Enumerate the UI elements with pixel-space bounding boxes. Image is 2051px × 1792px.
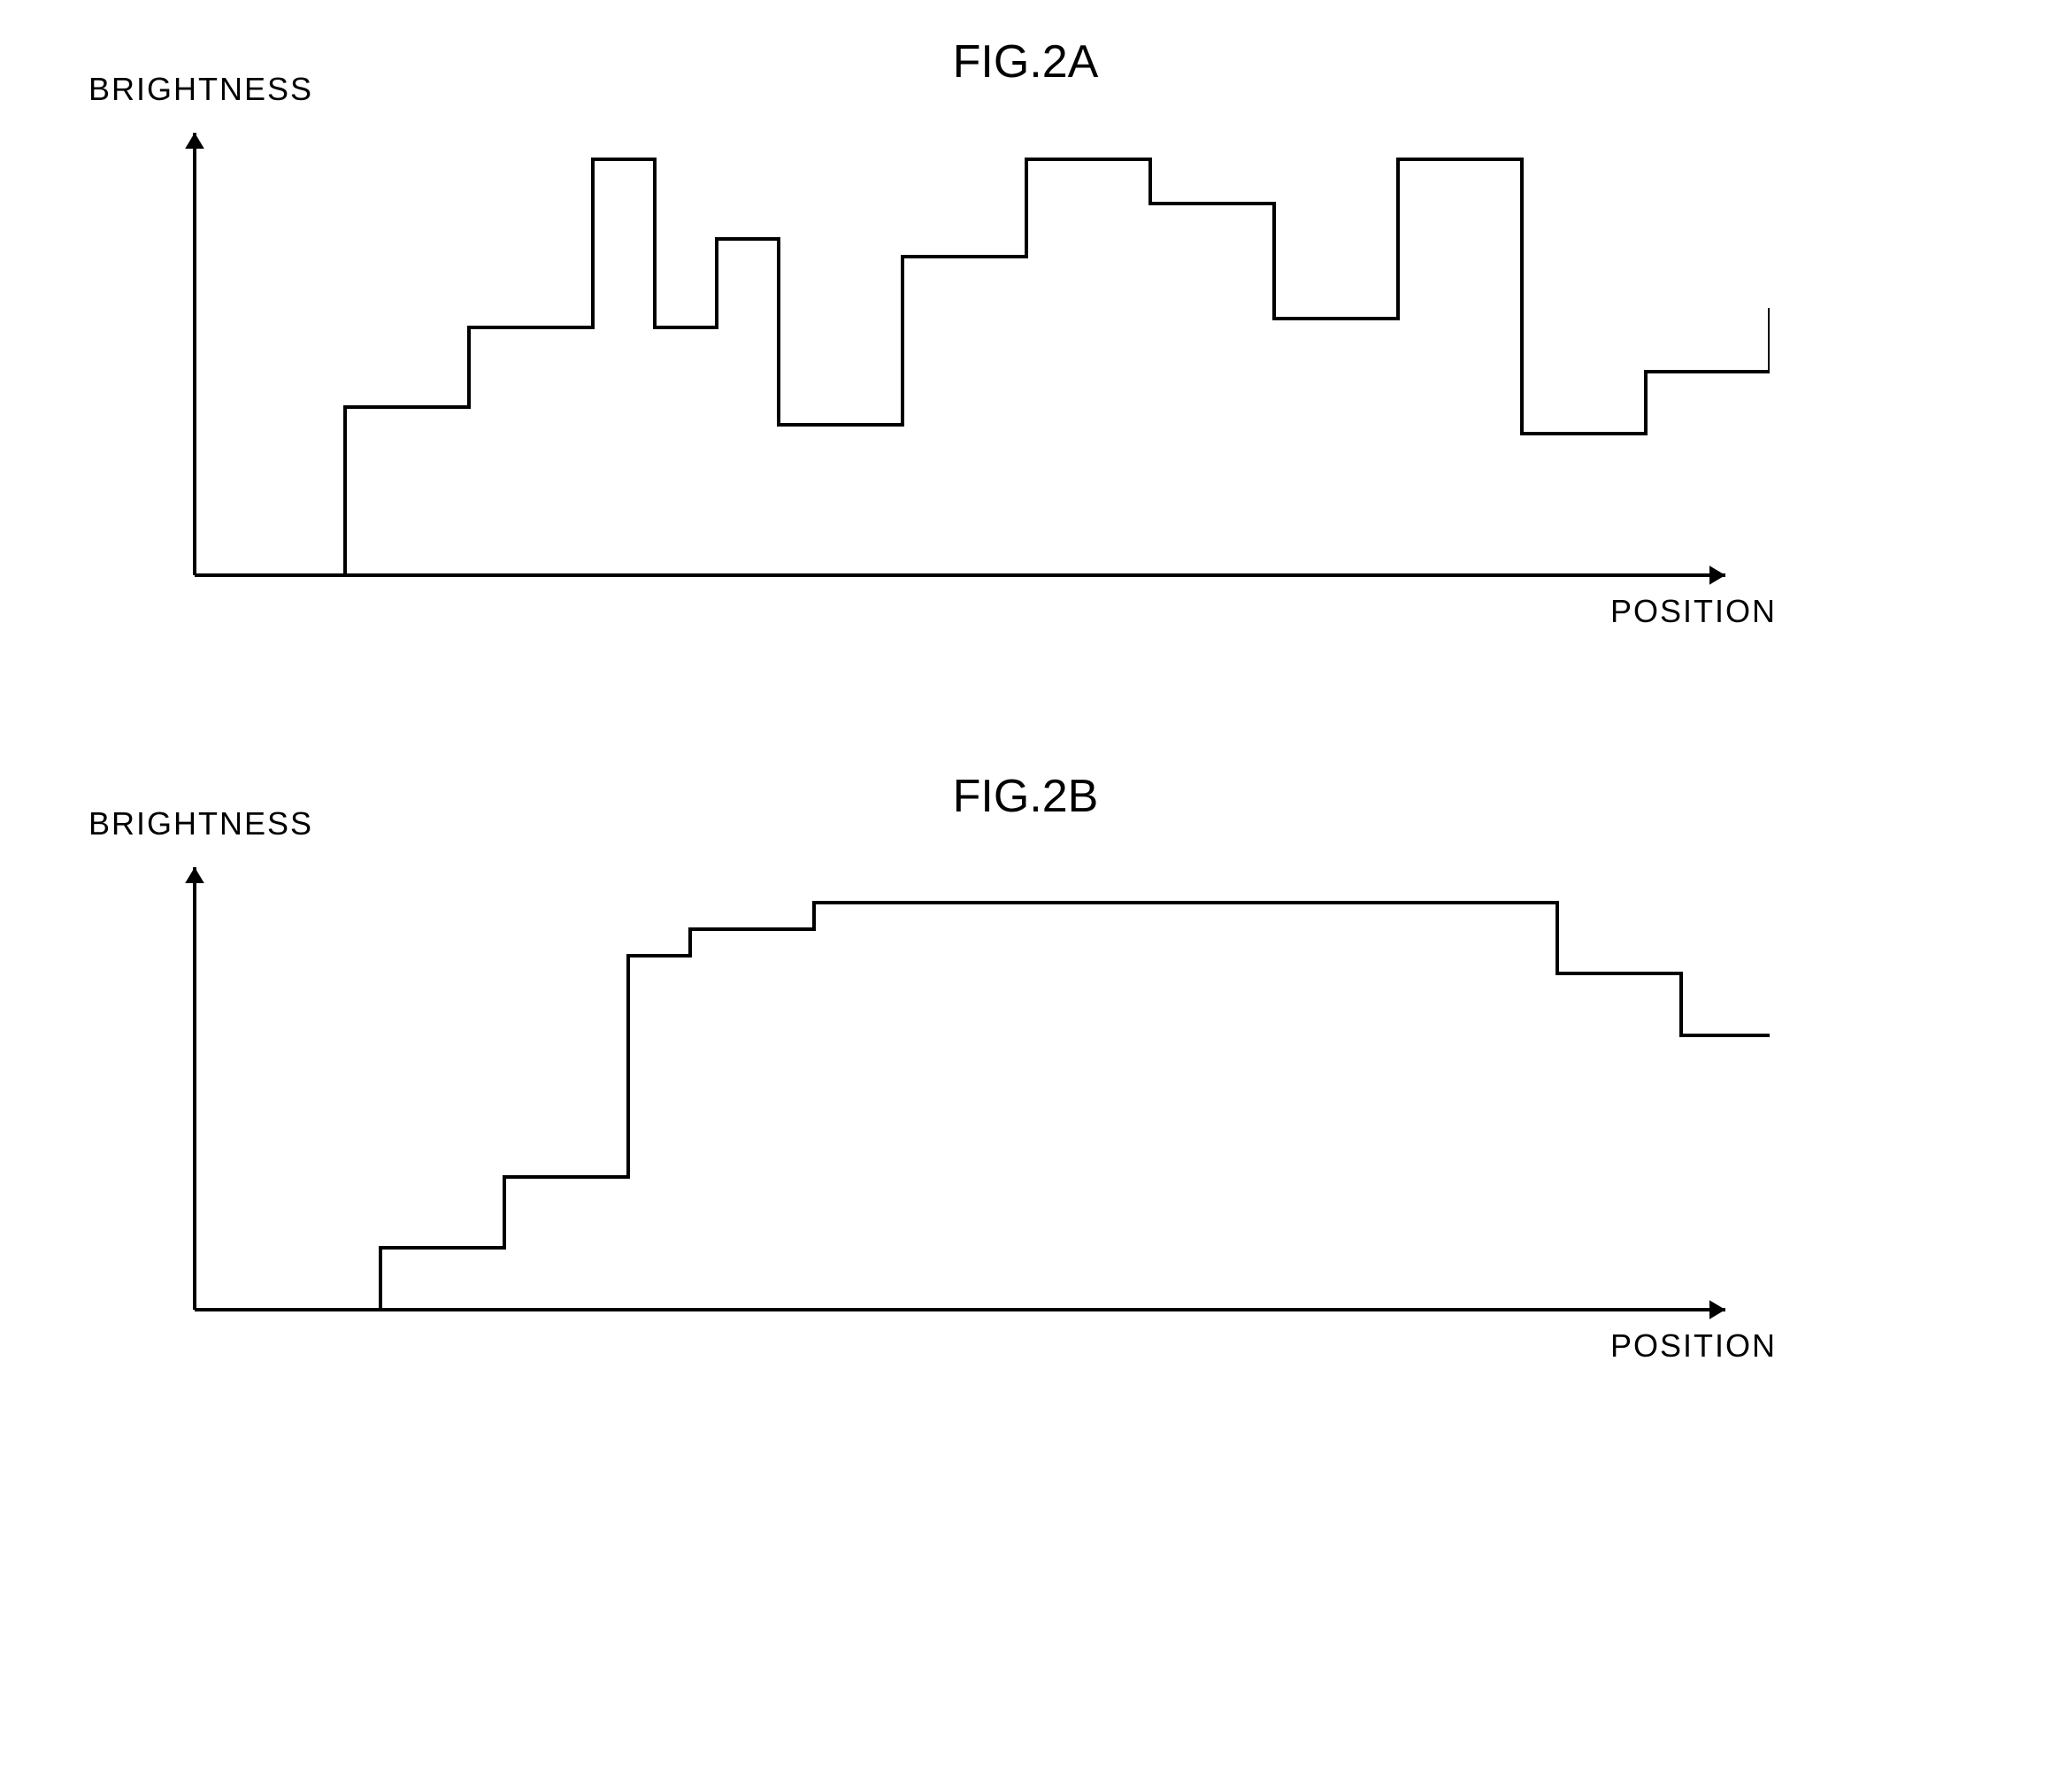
figure-b-chart-wrap: BRIGHTNESS POSITION (88, 850, 1770, 1416)
figure-a-title: FIG.2A (35, 35, 2016, 88)
figure-a-xlabel: POSITION (1610, 593, 1777, 630)
figure-b-ylabel: BRIGHTNESS (88, 805, 313, 842)
figure-a-block: FIG.2A BRIGHTNESS POSITION (35, 35, 2016, 681)
figure-b-svg (88, 850, 1770, 1345)
figure-a-ylabel: BRIGHTNESS (88, 71, 313, 108)
figure-b-xlabel: POSITION (1610, 1327, 1777, 1365)
figure-a-svg (88, 115, 1770, 611)
figure-a-chart-wrap: BRIGHTNESS POSITION (88, 115, 1770, 681)
figure-b-block: FIG.2B BRIGHTNESS POSITION (35, 770, 2016, 1416)
figure-container: FIG.2A BRIGHTNESS POSITION FIG.2B BRIGHT… (35, 35, 2016, 1416)
figure-b-title: FIG.2B (35, 770, 2016, 823)
